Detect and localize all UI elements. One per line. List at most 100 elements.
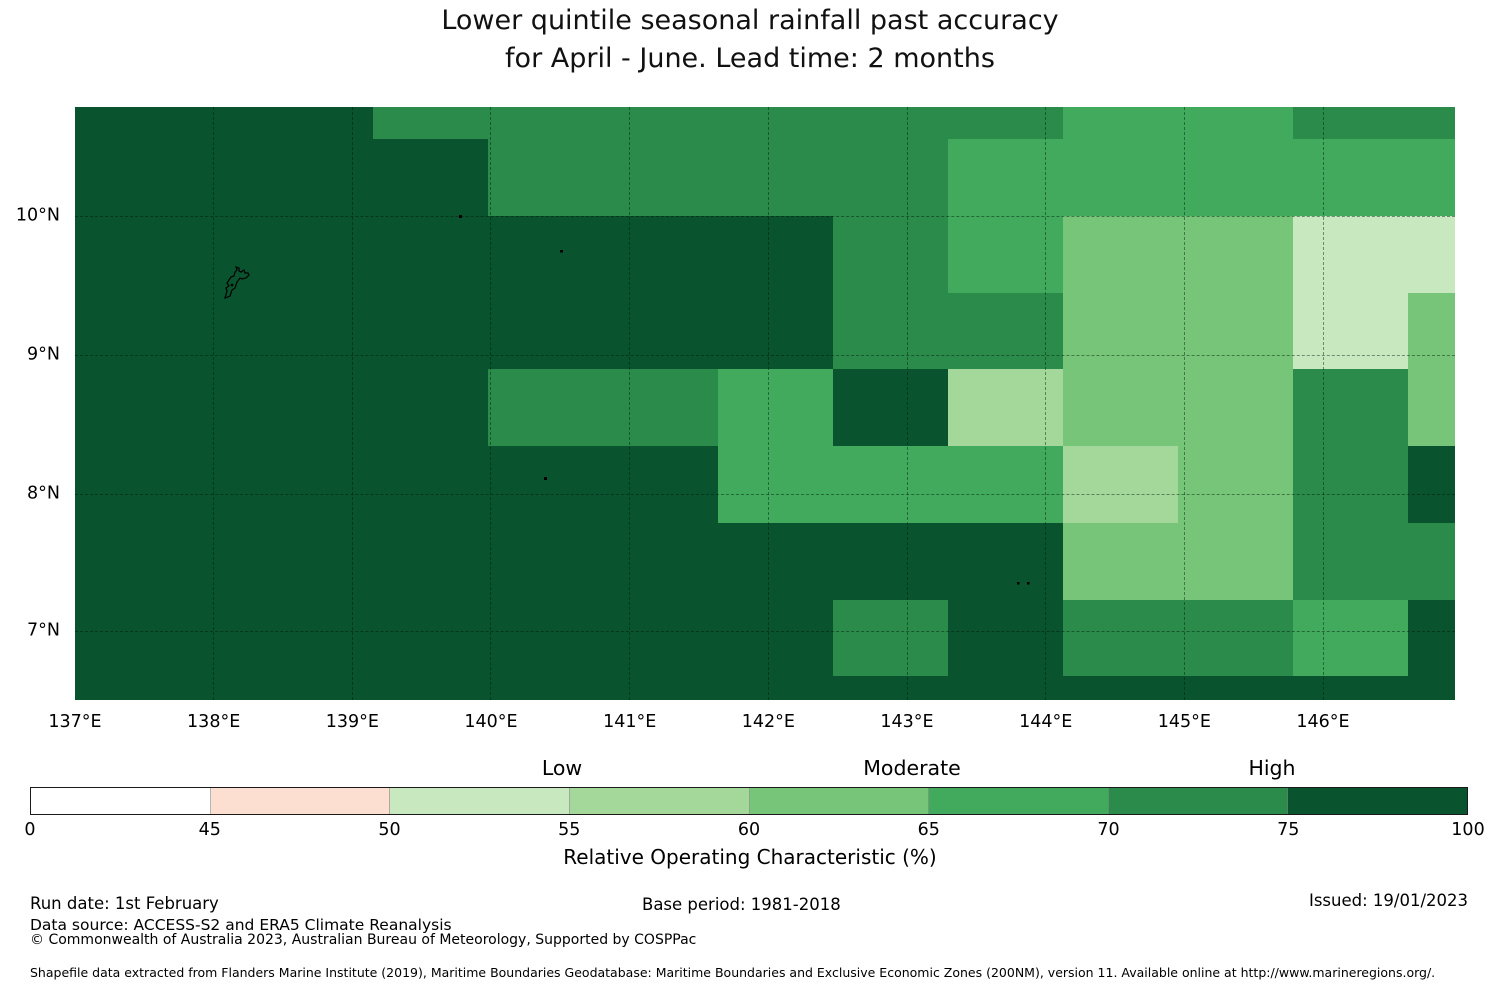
map-cell	[1293, 600, 1408, 676]
map-cell	[718, 139, 833, 216]
colorbar-segment	[1288, 788, 1467, 814]
map-cell	[833, 107, 948, 139]
map-cell	[603, 446, 718, 523]
map-cell	[488, 523, 603, 600]
map-cell	[258, 369, 373, 446]
run-date-text: Run date: 1st February	[30, 894, 219, 913]
map-cell	[488, 216, 603, 293]
map-cell	[75, 139, 143, 216]
copyright-text: © Commonwealth of Australia 2023, Austra…	[30, 932, 697, 948]
map-cell	[1293, 293, 1408, 369]
chart-title-line2: for April - June. Lead time: 2 months	[505, 43, 995, 74]
colorbar-tick-label: 45	[198, 820, 221, 840]
colorbar-tick-label: 50	[378, 820, 401, 840]
x-tick-label: 146°E	[1296, 712, 1350, 732]
map-cell	[948, 600, 1063, 676]
map-cell	[1063, 523, 1178, 600]
map-cell	[1063, 676, 1178, 700]
colorbar-segment	[569, 788, 750, 814]
x-tick-label: 139°E	[325, 712, 379, 732]
map-cell	[718, 446, 833, 523]
map-cell	[1178, 216, 1293, 293]
map-cell	[948, 446, 1063, 523]
map-cell	[948, 216, 1063, 293]
map-cell	[1408, 600, 1455, 676]
map-cell	[143, 107, 258, 139]
chart-title: Lower quintile seasonal rainfall past ac…	[0, 2, 1500, 78]
colorbar-category-high: High	[1248, 756, 1296, 780]
map-cell	[373, 216, 488, 293]
x-tick-label: 137°E	[48, 712, 102, 732]
map-cell	[143, 523, 258, 600]
map-cell	[1408, 676, 1455, 700]
map-cell	[1178, 676, 1293, 700]
map-cell	[258, 139, 373, 216]
map-cell	[1063, 600, 1178, 676]
map-cell	[373, 139, 488, 216]
y-tick-label: 8°N	[27, 483, 60, 504]
map-cell	[603, 107, 718, 139]
map-cell	[833, 216, 948, 293]
map-cell	[833, 676, 948, 700]
map-cell	[143, 600, 258, 676]
map-cell	[948, 369, 1063, 446]
colorbar-tick-label: 75	[1277, 820, 1300, 840]
map-cell	[948, 523, 1063, 600]
shapefile-attribution-text: Shapefile data extracted from Flanders M…	[30, 965, 1436, 980]
map-cell	[1408, 216, 1455, 293]
map-cell	[488, 293, 603, 369]
map-cell	[833, 446, 948, 523]
map-cell	[1063, 293, 1178, 369]
map-cell	[1408, 369, 1455, 446]
y-tick-label: 7°N	[27, 620, 60, 641]
map-cell	[373, 293, 488, 369]
map-cell	[75, 369, 143, 446]
map-cell	[75, 446, 143, 523]
map-cell	[833, 523, 948, 600]
map-cell	[373, 446, 488, 523]
map-cell	[603, 139, 718, 216]
map-cell	[1408, 446, 1455, 523]
colorbar-segment	[31, 788, 211, 814]
map-cell	[373, 369, 488, 446]
map-cell	[948, 676, 1063, 700]
map-cell	[603, 676, 718, 700]
map-cell	[603, 369, 718, 446]
colorbar-segment	[1108, 788, 1289, 814]
map-cell	[143, 139, 258, 216]
map-cell	[1178, 139, 1293, 216]
x-tick-label: 143°E	[880, 712, 934, 732]
map-cell	[488, 446, 603, 523]
map-cell	[718, 600, 833, 676]
base-period-text: Base period: 1981-2018	[642, 895, 841, 914]
x-tick-label: 138°E	[187, 712, 241, 732]
colorbar-tick-label: 70	[1097, 820, 1120, 840]
map-cell	[948, 293, 1063, 369]
map-cell	[1063, 216, 1178, 293]
map-cell	[1293, 216, 1408, 293]
colorbar-tick-label: 0	[24, 820, 36, 840]
map-cell	[143, 446, 258, 523]
y-tick-label: 10°N	[15, 205, 60, 226]
map-cell	[1408, 107, 1455, 139]
map-cell	[718, 676, 833, 700]
data-source-text: Data source: ACCESS-S2 and ERA5 Climate …	[30, 916, 452, 934]
map-cell	[373, 676, 488, 700]
map-cell	[948, 107, 1063, 139]
y-tick-label: 9°N	[27, 344, 60, 365]
map-cell	[258, 600, 373, 676]
map-cell	[603, 293, 718, 369]
map-cell	[258, 293, 373, 369]
map-cell	[258, 107, 373, 139]
map-cell	[1293, 523, 1408, 600]
colorbar-segment	[749, 788, 930, 814]
map-cell	[75, 293, 143, 369]
x-tick-label: 144°E	[1019, 712, 1073, 732]
x-tick-label: 142°E	[741, 712, 795, 732]
colorbar-category-low: Low	[541, 756, 583, 780]
map-cell	[373, 107, 488, 139]
map-cell	[1063, 107, 1178, 139]
colorbar-tick-label: 65	[917, 820, 940, 840]
map-cell	[833, 293, 948, 369]
map-cell	[1178, 446, 1293, 523]
